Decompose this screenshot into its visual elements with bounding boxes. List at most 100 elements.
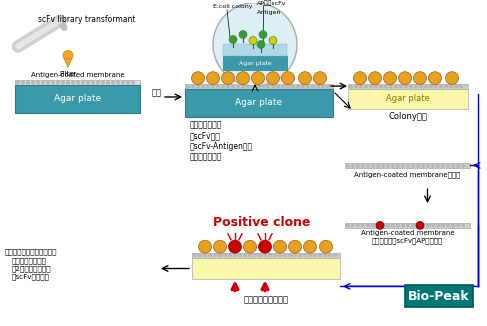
Text: Antigen: Antigen	[257, 10, 281, 15]
Text: Agar plate: Agar plate	[235, 98, 282, 108]
Circle shape	[414, 85, 417, 88]
Circle shape	[191, 72, 205, 84]
Circle shape	[447, 224, 450, 227]
Circle shape	[213, 254, 217, 257]
Circle shape	[196, 85, 200, 88]
Circle shape	[71, 81, 75, 84]
Text: ・2次評価用の培養: ・2次評価用の培養	[12, 265, 52, 272]
Circle shape	[96, 81, 100, 84]
Circle shape	[405, 85, 408, 88]
Circle shape	[350, 85, 353, 88]
Circle shape	[376, 221, 384, 229]
Circle shape	[460, 85, 463, 88]
Circle shape	[26, 81, 30, 84]
Circle shape	[319, 240, 333, 253]
Bar	[223, 44, 287, 56]
Circle shape	[436, 164, 439, 167]
Circle shape	[251, 72, 264, 84]
Circle shape	[116, 81, 120, 84]
Circle shape	[271, 85, 275, 88]
Circle shape	[385, 85, 388, 88]
Circle shape	[303, 240, 317, 253]
Circle shape	[375, 85, 377, 88]
Circle shape	[206, 72, 220, 84]
Circle shape	[416, 224, 419, 227]
Circle shape	[66, 81, 70, 84]
Circle shape	[244, 240, 257, 253]
Circle shape	[401, 164, 405, 167]
Text: Agar plate: Agar plate	[386, 95, 430, 103]
Circle shape	[268, 254, 271, 257]
Circle shape	[21, 81, 25, 84]
Circle shape	[379, 85, 382, 88]
Circle shape	[407, 224, 410, 227]
Circle shape	[126, 81, 130, 84]
Text: AP融合scFv: AP融合scFv	[257, 0, 286, 6]
Circle shape	[442, 164, 445, 167]
Circle shape	[439, 85, 443, 88]
Text: 陽性クローンの同定: 陽性クローンの同定	[244, 295, 288, 304]
Circle shape	[191, 85, 194, 88]
Circle shape	[279, 254, 281, 257]
Circle shape	[111, 81, 115, 84]
Circle shape	[299, 72, 312, 84]
Bar	[405, 285, 473, 307]
Circle shape	[356, 224, 359, 227]
Bar	[348, 84, 468, 89]
Circle shape	[199, 254, 202, 257]
Text: Antigen-coated membrane: Antigen-coated membrane	[31, 72, 124, 78]
Circle shape	[422, 224, 425, 227]
Circle shape	[352, 164, 355, 167]
Bar	[192, 258, 340, 279]
Circle shape	[222, 85, 225, 88]
Circle shape	[422, 164, 425, 167]
Circle shape	[294, 254, 297, 257]
Bar	[348, 89, 468, 109]
Circle shape	[317, 85, 319, 88]
Circle shape	[274, 254, 277, 257]
Circle shape	[454, 85, 457, 88]
Circle shape	[326, 85, 330, 88]
Circle shape	[242, 85, 244, 88]
Circle shape	[259, 31, 267, 38]
Circle shape	[226, 85, 229, 88]
Circle shape	[204, 254, 206, 257]
Text: Filter: Filter	[59, 71, 76, 77]
Text: E.coli colony: E.coli colony	[213, 4, 252, 9]
Circle shape	[361, 224, 364, 227]
Circle shape	[244, 254, 246, 257]
Circle shape	[76, 81, 80, 84]
Circle shape	[392, 224, 394, 227]
Circle shape	[231, 85, 235, 88]
Circle shape	[228, 254, 231, 257]
Bar	[345, 163, 470, 168]
Circle shape	[398, 72, 412, 84]
Circle shape	[372, 164, 375, 167]
Circle shape	[233, 254, 237, 257]
Circle shape	[431, 164, 434, 167]
Circle shape	[213, 240, 226, 253]
Circle shape	[51, 81, 55, 84]
Circle shape	[462, 164, 465, 167]
Circle shape	[299, 254, 301, 257]
Text: Positive clone: Positive clone	[213, 216, 311, 229]
Circle shape	[257, 40, 265, 48]
Circle shape	[224, 254, 226, 257]
Circle shape	[407, 164, 410, 167]
Circle shape	[376, 164, 379, 167]
Circle shape	[451, 224, 454, 227]
Circle shape	[381, 224, 385, 227]
Circle shape	[263, 254, 266, 257]
Circle shape	[376, 224, 379, 227]
Text: へ捕捉されたscFvのAP活性検出: へ捕捉されたscFvのAP活性検出	[372, 238, 443, 244]
Circle shape	[211, 85, 214, 88]
Circle shape	[356, 164, 359, 167]
Circle shape	[219, 254, 222, 257]
Circle shape	[346, 164, 350, 167]
Circle shape	[390, 85, 393, 88]
Circle shape	[442, 224, 445, 227]
Circle shape	[239, 31, 247, 38]
Bar	[192, 253, 340, 258]
Text: Antigen-coated membrane: Antigen-coated membrane	[361, 230, 454, 236]
Circle shape	[387, 164, 390, 167]
